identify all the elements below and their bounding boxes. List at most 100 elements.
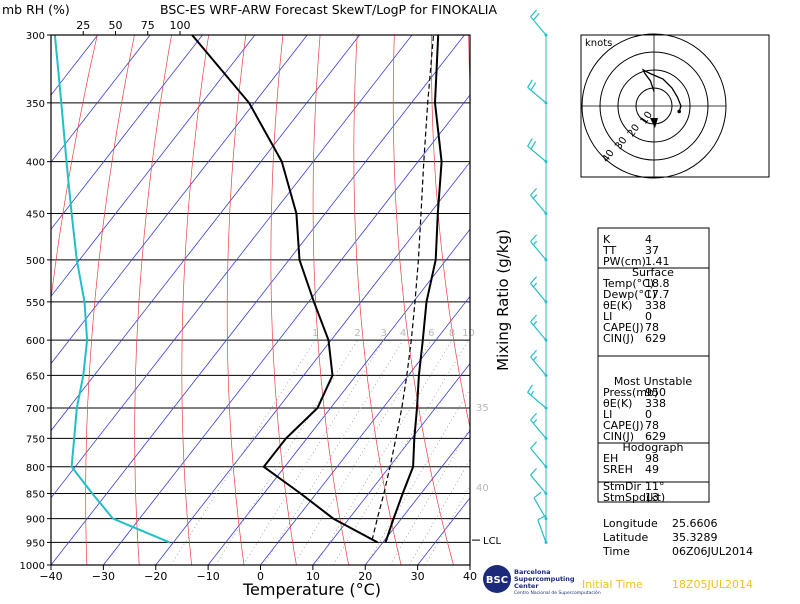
pressure-label: 650 bbox=[26, 371, 45, 382]
dry-adiabat bbox=[227, 35, 246, 565]
x-tick-label: −30 bbox=[92, 570, 115, 583]
pressure-label: 900 bbox=[26, 515, 45, 526]
initial-time-value: 18Z05JUL2014 bbox=[672, 578, 753, 591]
hodo-value: 49 bbox=[645, 463, 659, 476]
pressure-label: 800 bbox=[26, 463, 45, 474]
barb-staff bbox=[534, 498, 546, 519]
mixing-ratio-line bbox=[243, 340, 383, 565]
barb-staff bbox=[528, 87, 546, 102]
barb-flag bbox=[533, 420, 536, 424]
barb-flag bbox=[533, 357, 536, 361]
wind-barb bbox=[531, 442, 548, 469]
pressure-label: 300 bbox=[26, 31, 45, 42]
dry-adiabat bbox=[86, 35, 135, 565]
location-value: 35.3289 bbox=[672, 531, 718, 544]
lcl-label: LCL bbox=[483, 536, 502, 547]
mixing-ratio-label: 10 bbox=[462, 328, 475, 339]
pressure-label: 600 bbox=[26, 336, 45, 347]
mixing-ratio-line bbox=[316, 340, 452, 565]
isotherm bbox=[51, 35, 464, 565]
barb-staff bbox=[531, 195, 546, 213]
mixing-ratio-label: 1 bbox=[312, 328, 318, 339]
mixing-ratio-title: Mixing Ratio (g/kg) bbox=[494, 229, 512, 371]
dry-adiabat bbox=[313, 35, 349, 565]
location-label: Latitude bbox=[603, 531, 649, 544]
barb-staff bbox=[531, 475, 546, 493]
wind-barb bbox=[531, 468, 548, 495]
barb-flag bbox=[531, 442, 537, 449]
mixing-ratio-line bbox=[294, 340, 432, 565]
mixing-ratio-label: 2 bbox=[354, 328, 360, 339]
wind-barb bbox=[531, 235, 548, 262]
surface-value: 629 bbox=[645, 332, 666, 345]
barb-staff bbox=[531, 420, 546, 438]
pressure-label: 850 bbox=[26, 489, 45, 500]
barb-flag bbox=[531, 350, 537, 357]
initial-time-label: Initial Time bbox=[582, 578, 643, 591]
barb-staff bbox=[531, 241, 546, 259]
wind-barb bbox=[531, 413, 548, 440]
mixing-ratio-label: 8 bbox=[449, 328, 455, 339]
rh-tick-label: 100 bbox=[170, 19, 191, 32]
barb-staff bbox=[531, 322, 546, 340]
barb-staff bbox=[531, 448, 546, 466]
wind-barb bbox=[531, 277, 548, 304]
wind-barb bbox=[531, 188, 548, 215]
chart-title: BSC-ES WRF-ARW Forecast SkewT/LogP for F… bbox=[160, 2, 497, 17]
pressure-label: 950 bbox=[26, 538, 45, 549]
wind-barb bbox=[531, 350, 548, 377]
pressure-label: 550 bbox=[26, 298, 45, 309]
barb-flag bbox=[533, 241, 536, 245]
dry-adiabat bbox=[354, 35, 401, 565]
barb-staff bbox=[531, 283, 546, 301]
x-tick-label: −20 bbox=[144, 570, 167, 583]
mixing-ratio-label: 6 bbox=[428, 328, 434, 339]
plot-frame bbox=[51, 35, 470, 565]
pressure-label: 400 bbox=[26, 158, 45, 169]
isotherm bbox=[0, 35, 98, 565]
barb-flag bbox=[533, 321, 536, 325]
barb-staff bbox=[531, 357, 546, 375]
rh-tick-label: 25 bbox=[76, 19, 90, 32]
hodograph-units: knots bbox=[585, 38, 612, 49]
wind-barb bbox=[528, 385, 548, 410]
pressure-label: 750 bbox=[26, 434, 45, 445]
pressure-label: 700 bbox=[26, 404, 45, 415]
barb-flag bbox=[533, 13, 539, 20]
wind-barb bbox=[528, 139, 548, 164]
barb-flag bbox=[531, 391, 534, 395]
barb-staff bbox=[538, 520, 546, 543]
surface-label: CIN(J) bbox=[603, 332, 634, 345]
wind-barbs bbox=[528, 10, 548, 544]
barb-flag bbox=[531, 235, 537, 242]
barb-flag bbox=[528, 139, 533, 147]
pressure-label: 350 bbox=[26, 99, 45, 110]
barb-flag bbox=[531, 188, 537, 195]
hodo-end-point bbox=[677, 110, 681, 114]
barb-flag bbox=[534, 492, 541, 498]
barb-flag bbox=[531, 315, 537, 322]
rh-tick-label: 75 bbox=[141, 19, 155, 32]
theta-e-label: 35 bbox=[476, 403, 489, 414]
isotherm bbox=[0, 35, 307, 565]
x-tick-label: 30 bbox=[411, 570, 425, 583]
mixing-ratio-label: 4 bbox=[400, 328, 406, 339]
barb-flag bbox=[533, 283, 536, 287]
theta-e-label: 40 bbox=[476, 483, 489, 494]
x-tick-label: −10 bbox=[197, 570, 220, 583]
barb-flag bbox=[533, 195, 536, 199]
barb-flag bbox=[531, 141, 536, 149]
wind-barb bbox=[531, 10, 548, 37]
dry-adiabat bbox=[766, 35, 800, 565]
location-value: 25.6606 bbox=[672, 517, 718, 530]
barb-flag bbox=[528, 80, 533, 88]
location-label: Time bbox=[602, 545, 630, 558]
barb-flag bbox=[531, 10, 537, 17]
barb-flag bbox=[531, 83, 536, 91]
barb-staff bbox=[528, 146, 546, 161]
barb-flag bbox=[531, 413, 537, 420]
